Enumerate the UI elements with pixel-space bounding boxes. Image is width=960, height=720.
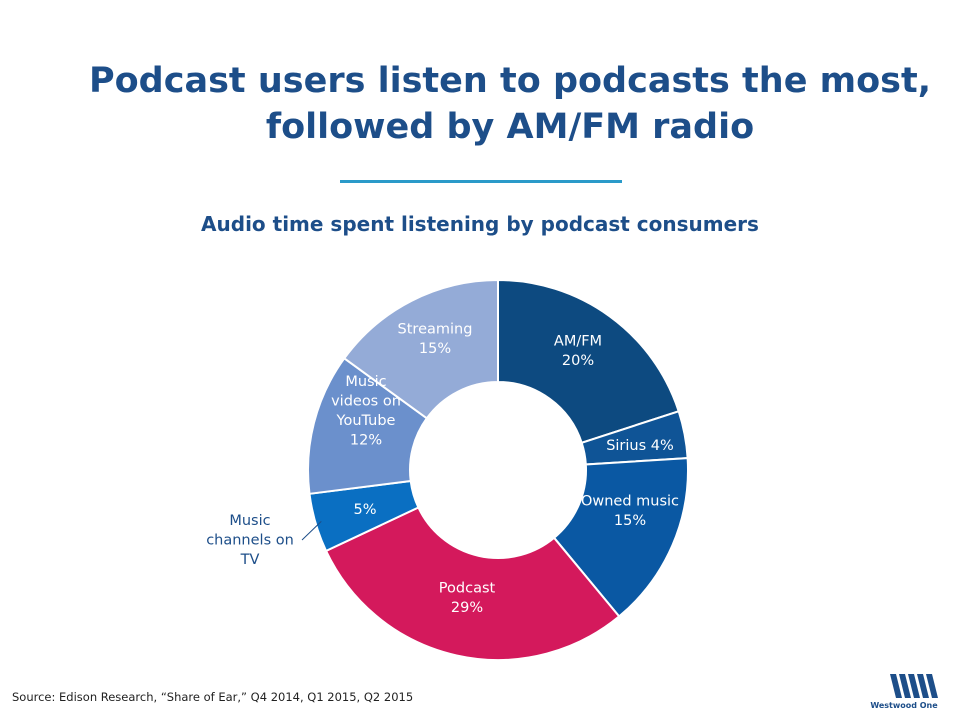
title-line-1: Podcast users listen to podcasts the mos… <box>88 61 932 101</box>
callout-label-music-channels-on-tv: Music channels on TV <box>206 513 294 568</box>
slice-label-music-videos-on-youtube: Music videos on YouTube 12% <box>331 374 401 449</box>
callout-leader-music-channels-on-tv <box>301 520 322 541</box>
slice-label-sirius: Sirius 4% <box>606 438 674 454</box>
donut-slices <box>307 278 689 661</box>
slice-label-podcast: Podcast 29% <box>439 580 496 616</box>
title-line-2: followed by AM/FM radio <box>265 107 755 147</box>
slice-streaming <box>342 278 499 420</box>
slice-label-owned-music: Owned music 15% <box>581 493 679 529</box>
logo-wordmark: Westwood One <box>870 701 938 710</box>
slice-label-music-channels-on-tv: 5% <box>353 502 376 518</box>
slice-am-fm <box>497 278 680 445</box>
slice-podcast <box>324 506 621 661</box>
westwood-one-logo-icon <box>890 674 938 698</box>
chart-title: Audio time spent listening by podcast co… <box>201 212 759 236</box>
donut-labels: AM/FM 20% Sirius 4% Owned music 15% Podcast 29… <box>206 321 679 616</box>
source-note: Source: Edison Research, “Share of Ear,”… <box>12 690 414 704</box>
slice-label-streaming: Streaming 15% <box>398 321 473 357</box>
page-title: Podcast users listen to podcasts the mos… <box>60 58 960 150</box>
slice-label-am-fm: AM/FM 20% <box>554 333 602 369</box>
title-underline <box>340 180 622 183</box>
